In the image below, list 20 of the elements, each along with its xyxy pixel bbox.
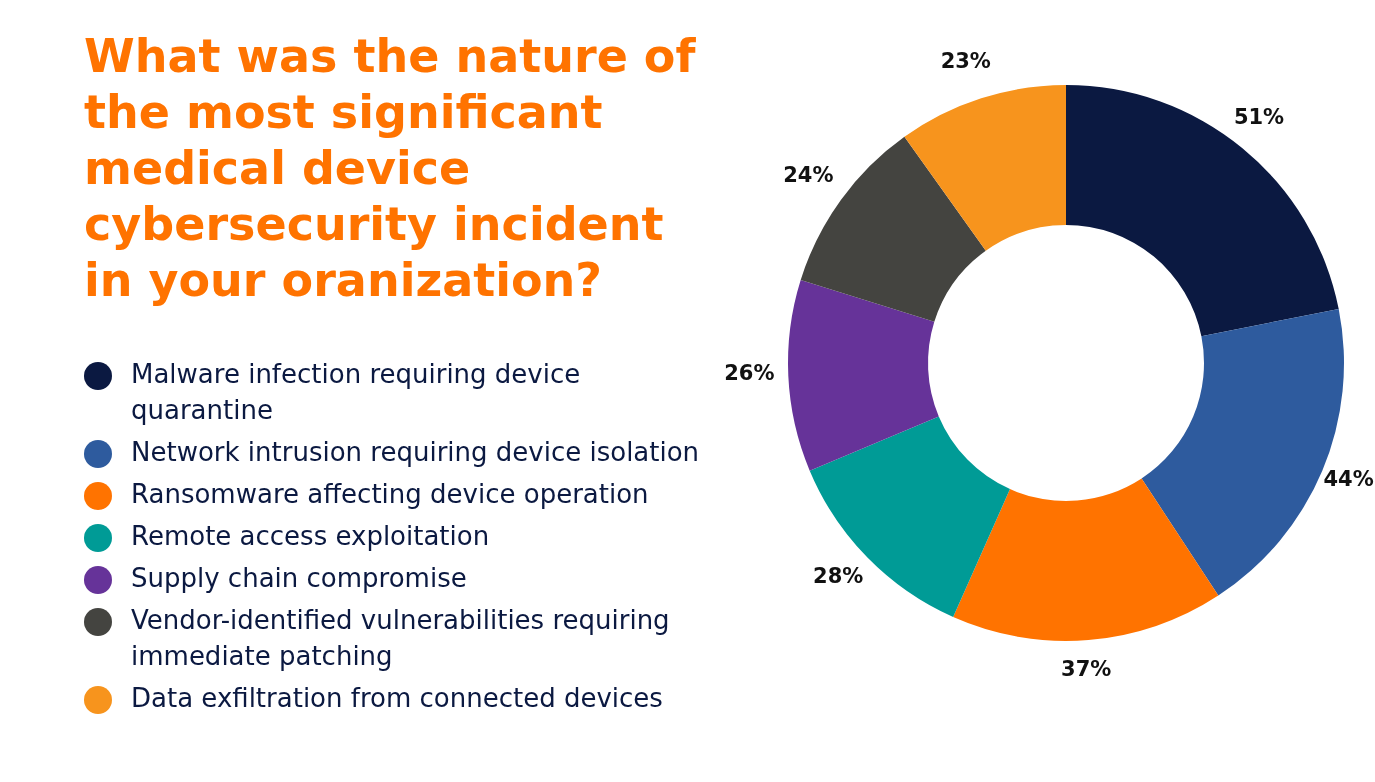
data-label: 37% xyxy=(1061,656,1112,681)
donut-slice xyxy=(788,279,939,471)
donut-slice xyxy=(953,478,1219,641)
legend-label: Vendor-identified vulnerabilities requiring immediate patching xyxy=(131,604,671,673)
legend-label: Data exfiltration from connected devices xyxy=(131,682,663,715)
legend-label: Supply chain compromise xyxy=(131,562,467,595)
data-label: 26% xyxy=(724,360,775,385)
donut-slice xyxy=(904,85,1066,251)
data-label: 44% xyxy=(1323,466,1374,491)
donut-slice xyxy=(809,416,1010,618)
data-label: 24% xyxy=(783,162,834,187)
legend-label: Malware infection requiring device quarantine xyxy=(131,358,582,427)
data-label: 23% xyxy=(940,48,991,73)
data-label: 28% xyxy=(813,564,864,589)
legend-label: Ransomware affecting device operation xyxy=(131,478,649,511)
donut-slice xyxy=(1066,85,1339,337)
text: What was the nature of the most significant medical device cybersecurity incident in your oranization? xyxy=(84,28,697,308)
legend-label: Remote access exploitation xyxy=(131,520,490,553)
data-label: 51% xyxy=(1233,104,1285,129)
legend-label: Network intrusion requiring device isolation xyxy=(131,436,700,469)
